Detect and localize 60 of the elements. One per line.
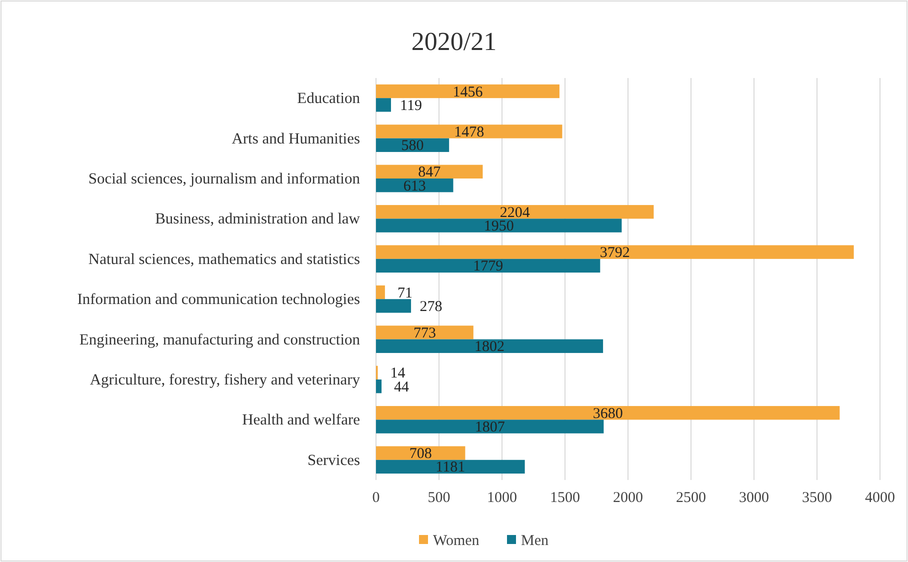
x-tick-label: 3500 — [802, 490, 832, 506]
bar — [376, 339, 604, 353]
x-tick-label: 0 — [372, 490, 380, 506]
legend-label: Men — [521, 533, 549, 549]
bar — [376, 299, 412, 313]
bar — [376, 124, 562, 138]
y-tick-label: Services — [307, 452, 360, 469]
data-label: 773 — [413, 325, 436, 342]
data-label: 1181 — [436, 460, 466, 476]
bar — [376, 326, 474, 340]
data-label: 14 — [390, 366, 406, 382]
y-tick-label: Business, administration and law — [155, 210, 361, 228]
y-tick-label: Education — [297, 90, 360, 108]
y-tick-label: Social sciences, journalism and information — [88, 170, 360, 188]
x-tick-label: 2500 — [676, 490, 706, 506]
data-label: 119 — [400, 98, 422, 114]
data-label: 708 — [409, 446, 432, 462]
y-tick-label: Health and welfare — [242, 412, 360, 429]
data-label: 580 — [401, 138, 424, 154]
data-label: 847 — [418, 164, 442, 181]
data-label: 278 — [420, 298, 442, 315]
bar — [376, 258, 600, 273]
x-tick-label: 1500 — [550, 490, 580, 506]
data-label: 44 — [394, 379, 410, 396]
x-tick-label: 500 — [428, 490, 450, 506]
bar — [376, 446, 466, 460]
bar — [376, 420, 604, 434]
data-label: 613 — [403, 178, 426, 194]
x-tick-label: 3000 — [739, 490, 769, 506]
y-tick-label: Arts and Humanities — [232, 130, 360, 148]
data-label: 1950 — [484, 218, 514, 235]
x-tick-label: 2000 — [613, 490, 643, 506]
y-tick-label: Information and communication technologies — [77, 291, 360, 308]
chart-title: 2020/21 — [411, 27, 497, 56]
data-label: 3680 — [592, 406, 623, 422]
data-label: 71 — [397, 285, 412, 302]
bar — [376, 245, 854, 259]
bar — [376, 98, 391, 112]
y-tick-label: Agriculture, forestry, fishery and veterinary — [90, 372, 360, 388]
y-tick-label: Natural sciences, mathematics and statistics — [88, 250, 360, 268]
bar — [376, 178, 454, 192]
data-label: 1779 — [473, 258, 504, 275]
legend-label: Women — [433, 533, 480, 549]
data-label: 2204 — [500, 204, 530, 221]
data-label: 3792 — [600, 245, 630, 262]
x-tick-label: 4000 — [865, 490, 895, 506]
bar — [376, 406, 840, 420]
bar — [376, 380, 382, 394]
bar — [376, 218, 622, 232]
bar — [376, 460, 525, 474]
bar — [376, 84, 560, 98]
data-label: 1807 — [474, 420, 506, 436]
bar — [376, 285, 385, 300]
bar — [376, 205, 654, 219]
x-tick-label: 1000 — [487, 490, 517, 506]
bar — [376, 164, 483, 178]
data-label: 1478 — [454, 124, 484, 140]
data-label: 1456 — [452, 84, 484, 100]
data-label: 1802 — [474, 339, 505, 356]
y-tick-label: Engineering, manufacturing and construction — [79, 331, 360, 348]
